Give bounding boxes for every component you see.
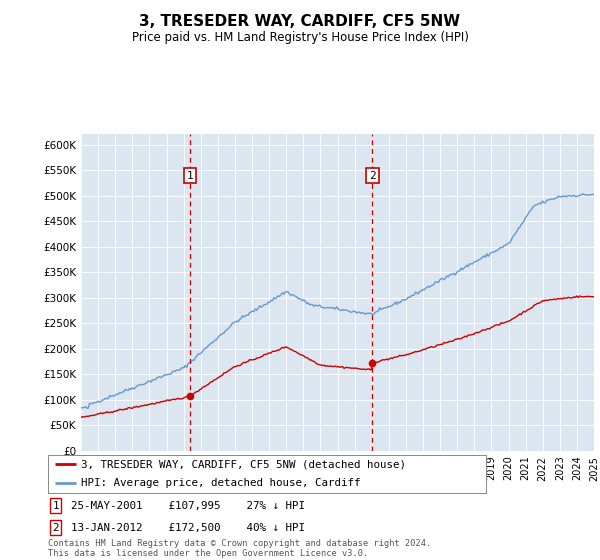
- Text: 3, TRESEDER WAY, CARDIFF, CF5 5NW (detached house): 3, TRESEDER WAY, CARDIFF, CF5 5NW (detac…: [81, 459, 406, 469]
- Text: HPI: Average price, detached house, Cardiff: HPI: Average price, detached house, Card…: [81, 478, 361, 488]
- Text: 2: 2: [369, 171, 376, 180]
- Text: Contains HM Land Registry data © Crown copyright and database right 2024.
This d: Contains HM Land Registry data © Crown c…: [48, 539, 431, 558]
- Text: 25-MAY-2001    £107,995    27% ↓ HPI: 25-MAY-2001 £107,995 27% ↓ HPI: [71, 501, 305, 511]
- Text: 1: 1: [53, 501, 59, 511]
- Text: 3, TRESEDER WAY, CARDIFF, CF5 5NW: 3, TRESEDER WAY, CARDIFF, CF5 5NW: [139, 14, 461, 29]
- Text: 1: 1: [187, 171, 194, 180]
- Text: 2: 2: [53, 522, 59, 533]
- Text: 13-JAN-2012    £172,500    40% ↓ HPI: 13-JAN-2012 £172,500 40% ↓ HPI: [71, 522, 305, 533]
- Text: Price paid vs. HM Land Registry's House Price Index (HPI): Price paid vs. HM Land Registry's House …: [131, 31, 469, 44]
